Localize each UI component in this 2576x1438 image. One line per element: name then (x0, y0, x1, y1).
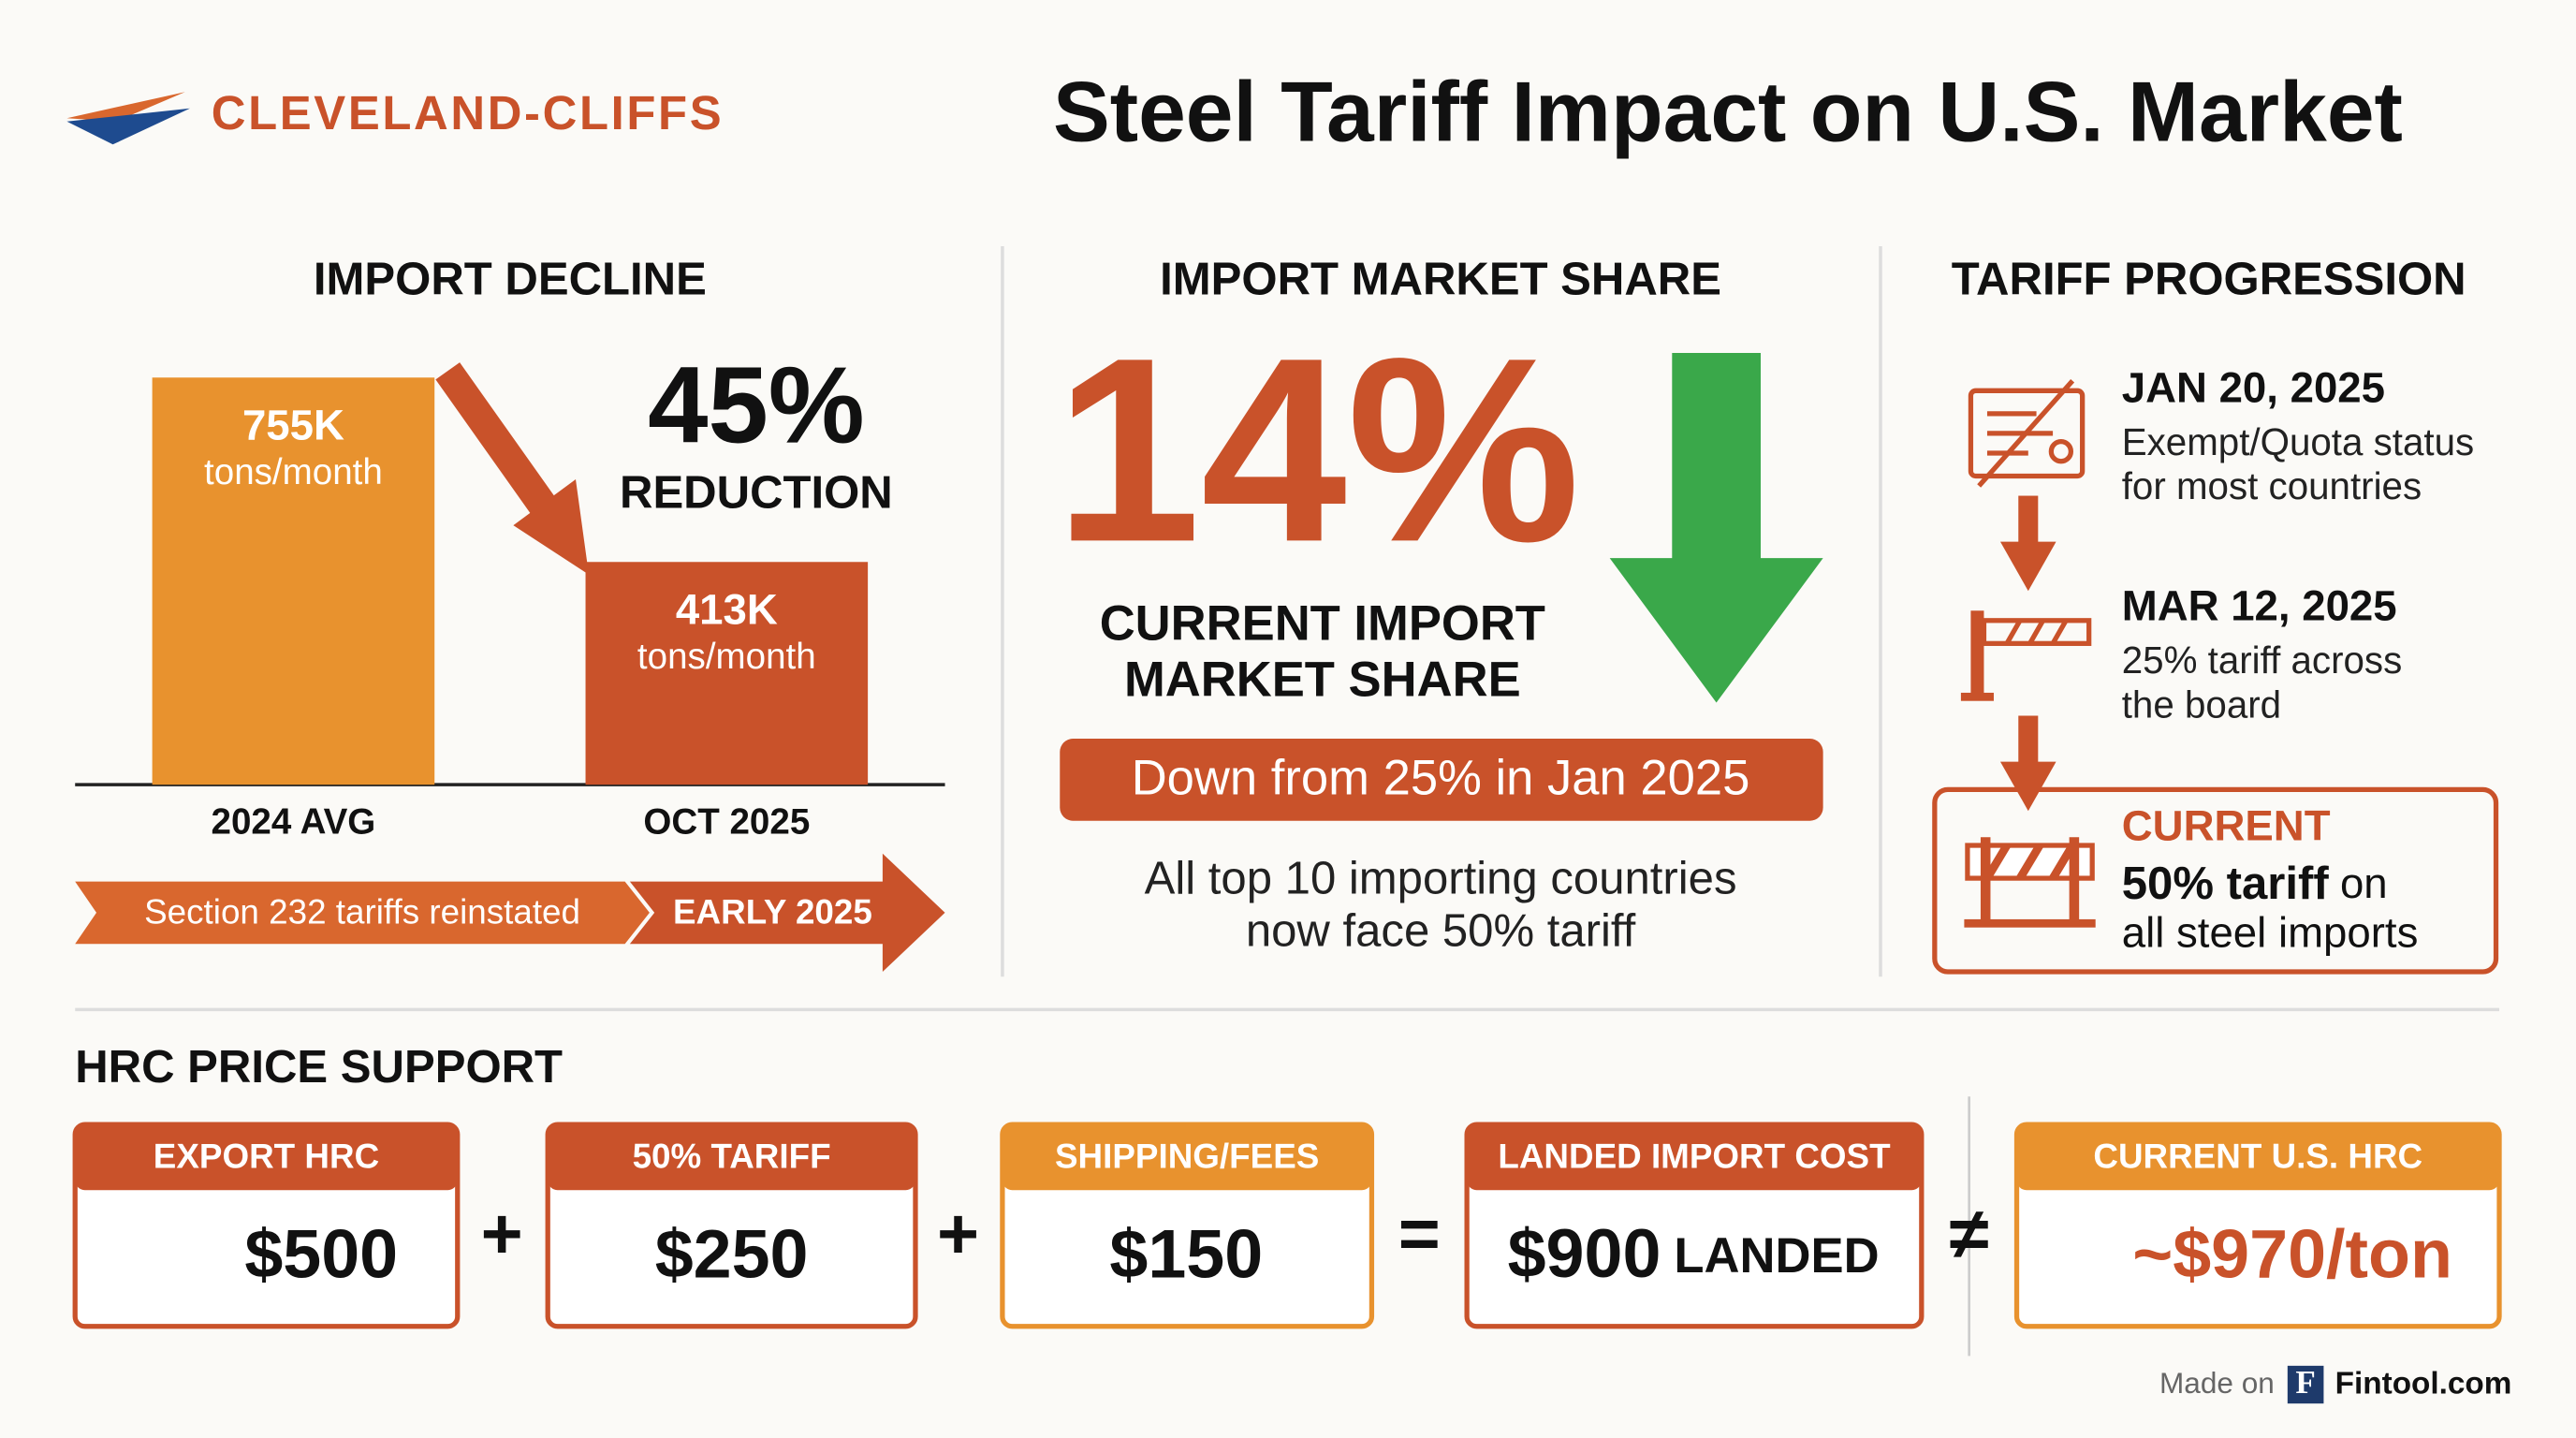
price-box-header (1002, 1124, 1372, 1191)
badge-bg (1060, 739, 1823, 821)
note-text: All top 10 importing countries (1145, 854, 1737, 904)
price-value: $900 LANDED (1508, 1214, 1880, 1292)
banner-tag-text: EARLY 2025 (673, 892, 872, 931)
gate-icon (1960, 610, 2092, 701)
operator: = (1398, 1194, 1441, 1274)
price-box-header (548, 1124, 915, 1191)
bar-category: OCT 2025 (643, 801, 810, 842)
bar-label: 755K (242, 402, 344, 449)
current-text: 50% tariff on (2122, 858, 2388, 909)
logo-swoosh-bottom (66, 108, 190, 145)
change-value: 45% (648, 344, 865, 465)
section-heading: IMPORT MARKET SHARE (1160, 255, 1721, 305)
price-box-title: LANDED IMPORT COST (1498, 1137, 1891, 1176)
banner (75, 881, 650, 945)
price-box-title: SHIPPING/FEES (1055, 1137, 1319, 1176)
current-text: all steel imports (2122, 908, 2419, 956)
step-arrow (2018, 495, 2039, 546)
price-box-title: 50% TARIFF (633, 1137, 831, 1176)
step-date: JAN 20, 2025 (2122, 363, 2385, 411)
note-text: now face 50% tariff (1246, 906, 1636, 957)
share-value: 14% (1055, 303, 1581, 596)
bar-label: 413K (676, 586, 778, 634)
share-label: CURRENT IMPORT (1100, 596, 1545, 652)
badge-text: Down from 25% in Jan 2025 (1132, 751, 1750, 806)
step-text: 25% tariff across (2122, 638, 2403, 682)
down-arrow (1609, 352, 1823, 703)
price-value: $150 (1109, 1214, 1263, 1292)
bar-unit: tons/month (637, 637, 816, 677)
price-box-header (75, 1124, 458, 1191)
section-heading: HRC PRICE SUPPORT (75, 1042, 563, 1093)
current-box (1932, 786, 2499, 975)
bar (585, 562, 869, 785)
brand-logo-bg (2287, 1365, 2324, 1404)
price-box-header (1467, 1124, 1922, 1191)
banner-tag (629, 853, 945, 973)
price-box-header (2016, 1124, 2500, 1191)
current-on: on (2340, 859, 2388, 907)
step-text: Exempt/Quota status (2122, 420, 2474, 463)
brand-name: Fintool.com (2335, 1367, 2512, 1401)
price-amount: $900 (1508, 1214, 1661, 1292)
change-label: REDUCTION (620, 468, 893, 519)
decline-arrow-head (513, 479, 590, 575)
share-label: MARKET SHARE (1124, 652, 1521, 707)
operator: + (481, 1194, 523, 1274)
price-box-title: CURRENT U.S. HRC (2093, 1137, 2422, 1176)
price-value: ~$970/ton (2132, 1214, 2452, 1292)
current-title: CURRENT (2122, 802, 2331, 850)
bar-unit: tons/month (204, 452, 383, 492)
document-icon (1968, 379, 2086, 488)
logo-text: CLEVELAND-CLIFFS (212, 86, 724, 139)
section-heading: TARIFF PROGRESSION (1952, 255, 2466, 305)
step-date: MAR 12, 2025 (2122, 582, 2397, 630)
step-text: for most countries (2122, 464, 2422, 507)
logo-swoosh-top (66, 92, 185, 122)
bar-category: 2024 AVG (212, 801, 376, 842)
current-highlight: 50% tariff (2122, 858, 2330, 909)
operator: ≠ (1949, 1194, 1988, 1274)
step-arrow (2018, 715, 2039, 766)
footer-text: Made on (2159, 1366, 2275, 1400)
decline-arrow (435, 362, 572, 537)
price-value: $250 (655, 1214, 809, 1292)
price-suffix: LANDED (1674, 1228, 1879, 1284)
bar (152, 377, 435, 785)
page-title: Steel Tariff Impact on U.S. Market (1053, 64, 2403, 159)
price-value: $500 (244, 1214, 398, 1292)
operator: + (937, 1194, 979, 1274)
step-arrow-head (1999, 541, 2056, 592)
section-heading: IMPORT DECLINE (314, 255, 707, 305)
step-text: the board (2122, 682, 2281, 726)
barrier-icon (1964, 837, 2096, 928)
banner-text: Section 232 tariffs reinstated (144, 892, 580, 931)
brand-logo-letter: F (2295, 1364, 2315, 1401)
price-box-title: EXPORT HRC (154, 1137, 379, 1176)
step-arrow-head (1999, 761, 2056, 812)
